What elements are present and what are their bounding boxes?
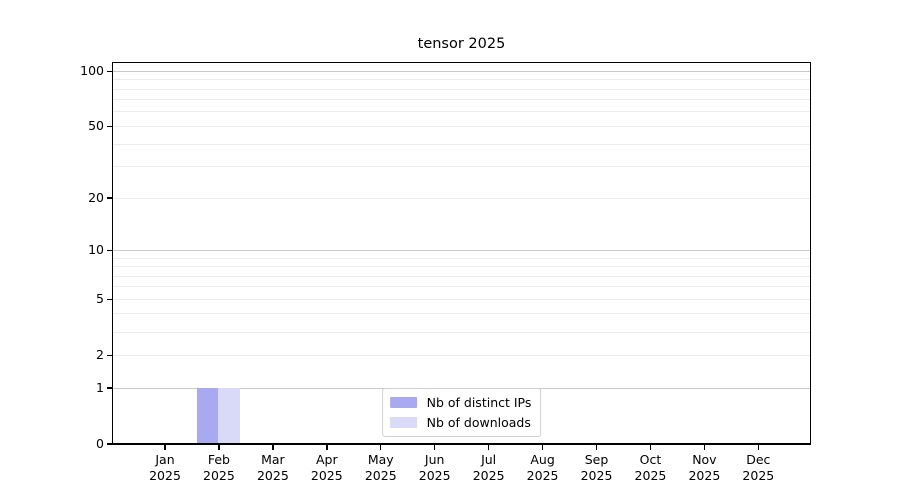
x-tick-label-apr: Apr 2025 — [310, 452, 343, 483]
y-tick-label: 0 — [96, 436, 104, 451]
x-tick-mark — [380, 445, 382, 450]
x-tick-mark — [272, 445, 274, 450]
gridline-minor — [113, 354, 810, 356]
y-tick-mark — [107, 125, 113, 128]
x-tick-mark — [595, 445, 598, 450]
x-tick-label-jun: Jun 2025 — [418, 452, 451, 483]
y-tick-mark — [107, 197, 113, 199]
x-tick-mark — [326, 445, 328, 450]
legend: Nb of distinct IPs Nb of downloads — [381, 388, 542, 437]
gridline-major — [113, 70, 810, 72]
gridline-minor — [113, 166, 810, 168]
x-tick-label-sep: Sep 2025 — [580, 452, 613, 483]
legend-item-downloads: Nb of downloads — [389, 414, 532, 431]
x-tick-mark — [434, 445, 436, 450]
y-tick-label: 5 — [96, 291, 104, 307]
x-tick-label-feb: Feb 2025 — [203, 452, 235, 483]
x-tick-mark — [757, 445, 760, 450]
y-tick-label: 50 — [88, 118, 104, 134]
y-tick-label: 100 — [80, 63, 104, 79]
gridline-minor — [113, 88, 810, 90]
x-tick-label-mar: Mar 2025 — [256, 452, 289, 483]
x-tick-label-oct: Oct 2025 — [634, 452, 667, 483]
x-tick-label-nov: Nov 2025 — [688, 452, 721, 483]
gridline-major — [113, 249, 810, 251]
gridline-minor — [113, 313, 810, 315]
legend-item-distinct-ips: Nb of distinct IPs — [389, 394, 532, 411]
gridline-minor — [113, 275, 810, 277]
x-tick-mark — [487, 445, 490, 450]
gridline-minor — [113, 99, 810, 101]
gridline-minor — [113, 298, 810, 300]
gridline-minor — [113, 331, 810, 333]
gridline-minor — [113, 266, 810, 267]
gridline-minor — [113, 111, 810, 113]
x-tick-mark — [218, 445, 220, 450]
y-tick-label: 20 — [88, 190, 104, 206]
bar-nb-of-distinct-ips — [196, 387, 219, 444]
plot-area: Nb of distinct IPs Nb of downloads — [112, 62, 811, 445]
x-tick-mark — [164, 445, 166, 450]
x-tick-mark — [703, 445, 706, 450]
chart-title: tensor 2025 — [417, 36, 506, 52]
y-tick-label: 2 — [96, 347, 104, 363]
y-tick-mark — [107, 70, 113, 72]
x-tick-label-may: May 2025 — [364, 452, 397, 483]
y-tick-label: 1 — [96, 380, 104, 395]
y-tick-label: 10 — [88, 242, 104, 258]
y-tick-mark — [107, 354, 113, 356]
y-tick-mark — [107, 443, 113, 445]
legend-label-downloads: Nb of downloads — [426, 415, 531, 430]
gridline-minor — [113, 197, 810, 199]
x-tick-label-jul: Jul 2025 — [472, 452, 505, 483]
y-tick-mark — [107, 387, 113, 389]
gridline-minor — [113, 286, 810, 288]
gridline-minor — [113, 125, 810, 127]
y-tick-mark — [107, 249, 113, 251]
x-tick-label-jan: Jan 2025 — [149, 452, 181, 483]
legend-swatch-downloads — [389, 417, 417, 428]
x-tick-mark — [541, 445, 544, 450]
gridline-minor — [113, 143, 810, 145]
x-tick-label-dec: Dec 2025 — [742, 452, 775, 483]
gridline-minor — [113, 79, 810, 81]
x-tick-mark — [649, 445, 652, 450]
gridline-minor — [113, 257, 810, 259]
bar-nb-of-downloads — [218, 387, 240, 444]
legend-swatch-distinct-ips — [389, 397, 417, 408]
legend-label-distinct-ips: Nb of distinct IPs — [426, 395, 532, 410]
y-tick-mark — [107, 298, 113, 300]
x-tick-label-aug: Aug 2025 — [526, 452, 559, 483]
